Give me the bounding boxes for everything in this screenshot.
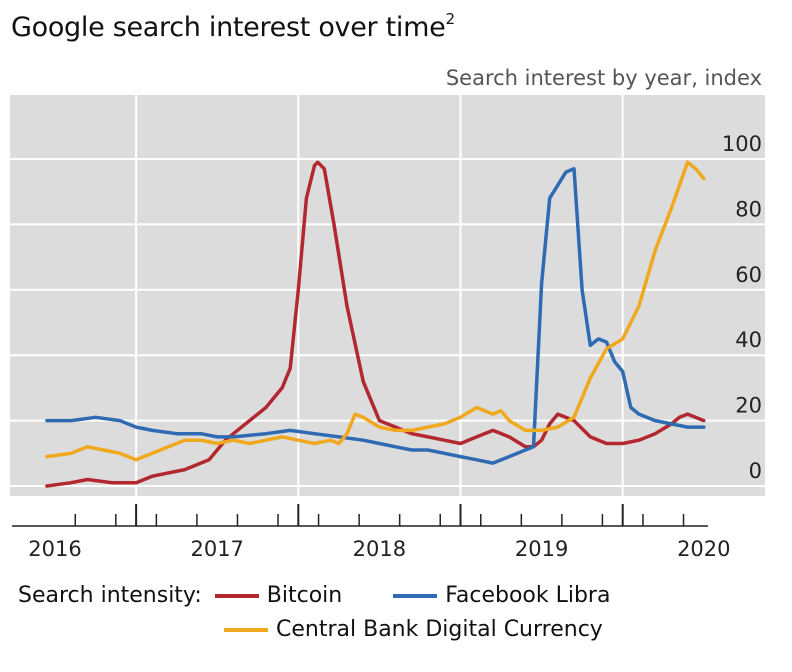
legend-heading: Search intensity: [18, 583, 202, 608]
y-tick-label: 60 [735, 263, 762, 287]
series-line-central-bank-digital-currency [45, 160, 706, 462]
legend-label-cbdc: Central Bank Digital Currency [276, 617, 603, 642]
y-tick-label: 20 [735, 394, 762, 418]
legend-label-libra: Facebook Libra [445, 583, 611, 608]
series-line-facebook-libra [45, 167, 706, 465]
y-tick-label: 100 [722, 132, 762, 156]
legend-swatch-cbdc [224, 628, 268, 632]
legend-swatch-bitcoin [214, 594, 259, 598]
x-tick-label: 2018 [353, 537, 406, 561]
x-tick-label: 2020 [677, 537, 730, 561]
title-footnote-marker: 2 [445, 10, 455, 28]
y-tick-label: 40 [735, 328, 762, 352]
x-tick-label: 2016 [28, 537, 81, 561]
legend-label-bitcoin: Bitcoin [266, 583, 343, 608]
x-tick-label: 2019 [515, 537, 568, 561]
y-tick-label: 0 [749, 459, 762, 483]
chart-subtitle: Search interest by year, index [445, 66, 762, 90]
x-axis: 2016 2017 2018 2019 2020 [12, 504, 731, 561]
gridlines [10, 95, 765, 496]
legend: Search intensity: Bitcoin Facebook Libra [18, 583, 610, 608]
series-line-bitcoin [45, 160, 706, 488]
series-lines [45, 160, 706, 488]
y-tick-label: 80 [735, 197, 762, 221]
x-tick-label: 2017 [190, 537, 243, 561]
legend-swatch-libra [393, 594, 438, 598]
chart-title: Google search interest over time2 [11, 10, 455, 43]
legend-row-2: Central Bank Digital Currency [218, 617, 603, 642]
y-axis: 0 20 40 60 80 100 [722, 132, 762, 483]
